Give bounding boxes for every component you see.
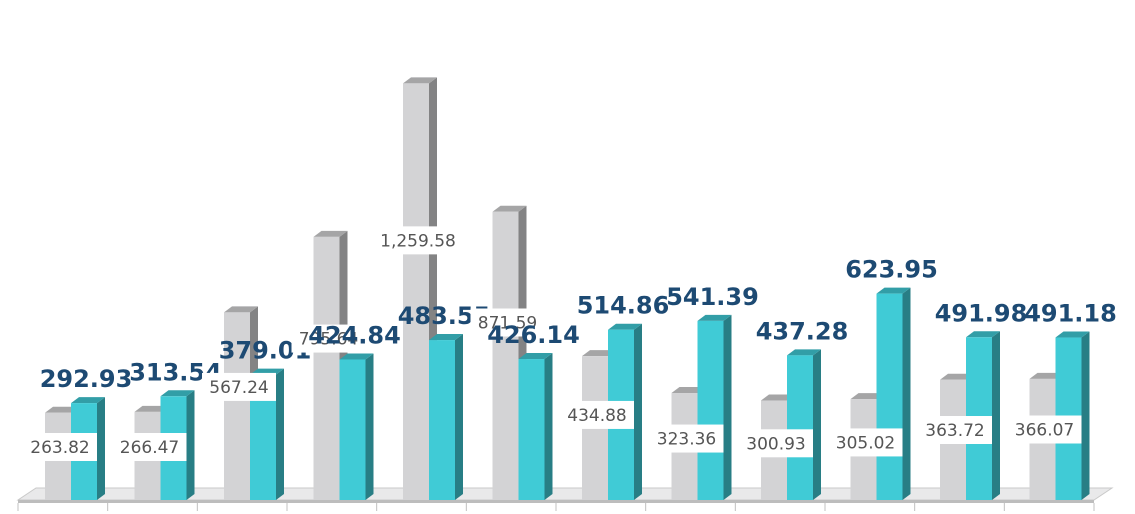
data-label-grey: 305.02 xyxy=(836,433,895,453)
bar-grey-top xyxy=(582,350,616,357)
data-label-box xyxy=(649,424,724,453)
bar-teal-side xyxy=(97,397,105,500)
bar-grey-top xyxy=(134,405,169,412)
chart-floor-edge xyxy=(18,500,1094,503)
bar-teal-front xyxy=(339,359,366,500)
bar-teal-front xyxy=(787,355,813,500)
bar-teal-side xyxy=(365,353,374,500)
data-label-teal: 426.14 xyxy=(487,321,580,349)
bar-grey xyxy=(403,77,437,500)
bar-grey-front xyxy=(224,312,250,500)
bar-teal-side xyxy=(723,314,732,500)
data-label-box xyxy=(828,428,903,457)
bar-teal-side xyxy=(544,353,553,500)
bar-teal-top xyxy=(697,314,732,321)
bar-teal-top xyxy=(966,331,1000,338)
bar-teal-side xyxy=(902,287,911,500)
data-label-grey: 266.47 xyxy=(120,438,179,458)
data-label-teal: 541.39 xyxy=(666,283,759,311)
bar-teal-top xyxy=(339,353,374,360)
data-label-grey: 871.59 xyxy=(478,313,537,333)
data-label-box xyxy=(1007,415,1082,444)
data-label-group: 263.82292.93266.47313.54567.24379.01795.… xyxy=(23,226,1117,461)
bar-teal xyxy=(518,353,553,500)
bar-grey-front xyxy=(492,211,519,501)
bar-teal-top xyxy=(518,353,553,360)
bar-teal xyxy=(966,331,1000,500)
data-label-teal: 514.86 xyxy=(577,292,670,320)
bar-grey-top xyxy=(45,406,79,413)
bar-teal-top xyxy=(608,323,642,330)
bar-teal xyxy=(697,314,732,500)
bar-grey-top xyxy=(224,306,258,313)
bar-grey-top xyxy=(492,205,527,212)
data-label-teal: 437.28 xyxy=(756,317,849,345)
bar-teal-side xyxy=(186,390,195,500)
bar-teal-front xyxy=(876,293,903,500)
bar-teal xyxy=(787,349,821,500)
data-label-grey: 263.82 xyxy=(30,438,89,458)
bar-teal-top xyxy=(1055,331,1090,338)
bar-grey-top xyxy=(940,373,974,380)
bar-teal xyxy=(339,353,374,500)
bar-teal-top xyxy=(876,287,911,294)
data-label-teal: 623.95 xyxy=(845,256,938,284)
data-label-teal: 491.18 xyxy=(1024,300,1117,328)
data-label-box xyxy=(291,324,366,353)
bar-teal-front xyxy=(697,320,724,500)
bar-teal-top xyxy=(160,390,195,397)
data-label-box xyxy=(112,433,187,461)
bar-teal-side xyxy=(634,323,642,500)
data-label-grey: 363.72 xyxy=(925,421,984,441)
bar-grey-top xyxy=(671,387,706,394)
data-label-box xyxy=(371,226,465,255)
data-label-grey: 567.24 xyxy=(209,378,268,398)
bar-teal-side xyxy=(813,349,821,500)
bar-teal-side xyxy=(276,368,284,500)
bar-teal-front xyxy=(518,359,545,500)
data-label-grey: 323.36 xyxy=(657,430,716,450)
data-label-grey: 366.07 xyxy=(1015,421,1074,441)
data-label-box xyxy=(918,416,992,445)
bar-teal xyxy=(876,287,911,500)
bar-grey-top xyxy=(1029,372,1064,379)
data-label-teal: 424.84 xyxy=(308,321,401,349)
bar-grey-top xyxy=(313,230,348,237)
bar-grey-front xyxy=(313,236,340,500)
bar-grey-top xyxy=(761,394,795,401)
data-label-grey: 300.93 xyxy=(746,434,805,454)
bar-grey-top xyxy=(403,77,437,84)
data-label-box xyxy=(560,400,634,429)
bar-teal-side xyxy=(992,331,1000,500)
bar-grey-top xyxy=(850,393,885,400)
data-label-box xyxy=(23,433,97,461)
bar-grey-front xyxy=(403,83,429,500)
bar-teal-side xyxy=(1081,331,1090,500)
data-label-box xyxy=(739,429,813,458)
data-label-grey: 795.64 xyxy=(299,330,358,350)
data-label-box xyxy=(202,372,276,401)
chart-floor xyxy=(16,487,1114,511)
bar-group xyxy=(45,77,1090,501)
bar-teal-top xyxy=(71,397,105,404)
data-label-grey: 434.88 xyxy=(567,406,626,426)
data-label-box xyxy=(470,308,545,337)
bar-teal-front xyxy=(429,340,455,500)
data-label-teal: 292.93 xyxy=(40,365,133,393)
data-label-teal: 491.98 xyxy=(935,299,1028,327)
bar-teal xyxy=(429,334,463,500)
bar-teal-side xyxy=(455,334,463,500)
bar-teal-top xyxy=(787,349,821,356)
bar-teal-top xyxy=(429,334,463,341)
data-label-grey: 1,259.58 xyxy=(380,231,456,251)
